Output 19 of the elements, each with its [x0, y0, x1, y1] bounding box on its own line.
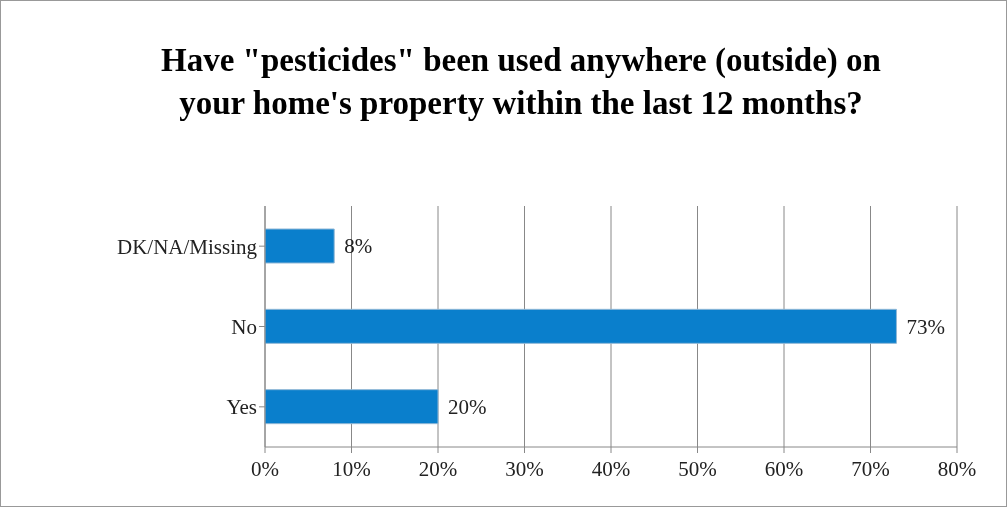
bar — [265, 308, 897, 344]
x-tick-label: 50% — [678, 456, 717, 481]
bar — [265, 228, 335, 264]
x-tick-label: 70% — [851, 456, 890, 481]
x-tick-label: 80% — [937, 456, 977, 481]
y-tick-label: Yes — [226, 395, 257, 420]
x-tick-label: 20% — [418, 456, 458, 481]
y-tick-label: No — [231, 314, 257, 339]
data-label: 8% — [344, 234, 373, 259]
x-tick-label: 30% — [505, 456, 544, 481]
chart-title: Have "pesticides" been used anywhere (outside) on your home's property within the last 12 months? — [160, 41, 882, 123]
y-tick-label: DK/NA/Missing — [116, 234, 258, 259]
x-tick-label: 10% — [332, 456, 371, 481]
data-label: 73% — [906, 314, 945, 339]
bar — [265, 389, 439, 425]
x-tick-label: 40% — [591, 456, 631, 481]
x-tick-label: 60% — [764, 456, 804, 481]
x-tick-label: 0% — [251, 456, 279, 481]
data-label: 20% — [448, 395, 487, 420]
